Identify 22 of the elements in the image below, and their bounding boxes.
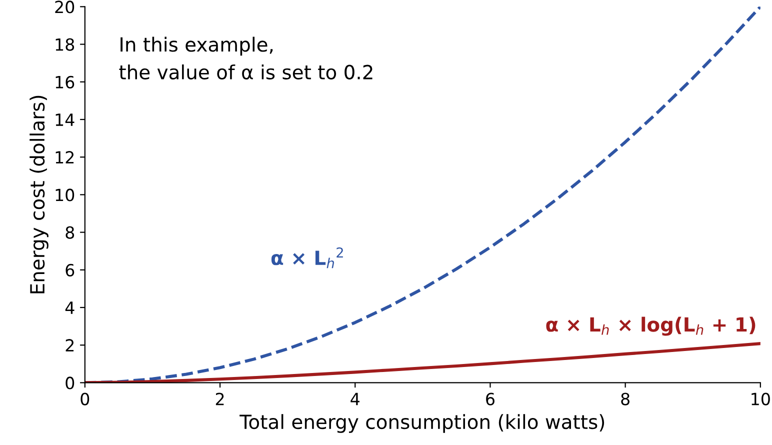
annotation: In this example, the value of α is set to 0.2 xyxy=(119,36,372,80)
y-tick-label: 12 xyxy=(56,151,74,164)
x-tick-label: 2 xyxy=(216,392,224,406)
y-tick-label: 20 xyxy=(55,0,74,14)
series-label: α × L$_{h}$ × log(L$_{h}$ + 1) xyxy=(546,316,756,336)
x-tick-label: 0 xyxy=(80,392,90,406)
y-tick-label: 10 xyxy=(56,188,74,202)
y-tick-label: 8 xyxy=(66,226,74,239)
x-tick-label: 4 xyxy=(350,392,360,406)
y-tick-label: 4 xyxy=(65,302,74,314)
y-tick-label: 2 xyxy=(66,339,74,352)
x-tick-label: 8 xyxy=(621,392,630,406)
y-tick-label: 14 xyxy=(56,114,74,126)
y-tick-label: 0 xyxy=(66,376,74,390)
x-tick-label: 10 xyxy=(752,392,770,406)
y-tick-label: 18 xyxy=(56,38,74,51)
y-tick-label: 16 xyxy=(56,76,74,88)
text: α × L$_{h}$$^{2}$ xyxy=(271,247,343,268)
x-axis-title: Total energy consumption (kilo watts) xyxy=(240,414,604,433)
y-tick-label: 6 xyxy=(66,264,74,276)
y-axis-title: Energy cost (dollars) xyxy=(30,96,48,294)
x-tick-label: 6 xyxy=(486,392,494,406)
